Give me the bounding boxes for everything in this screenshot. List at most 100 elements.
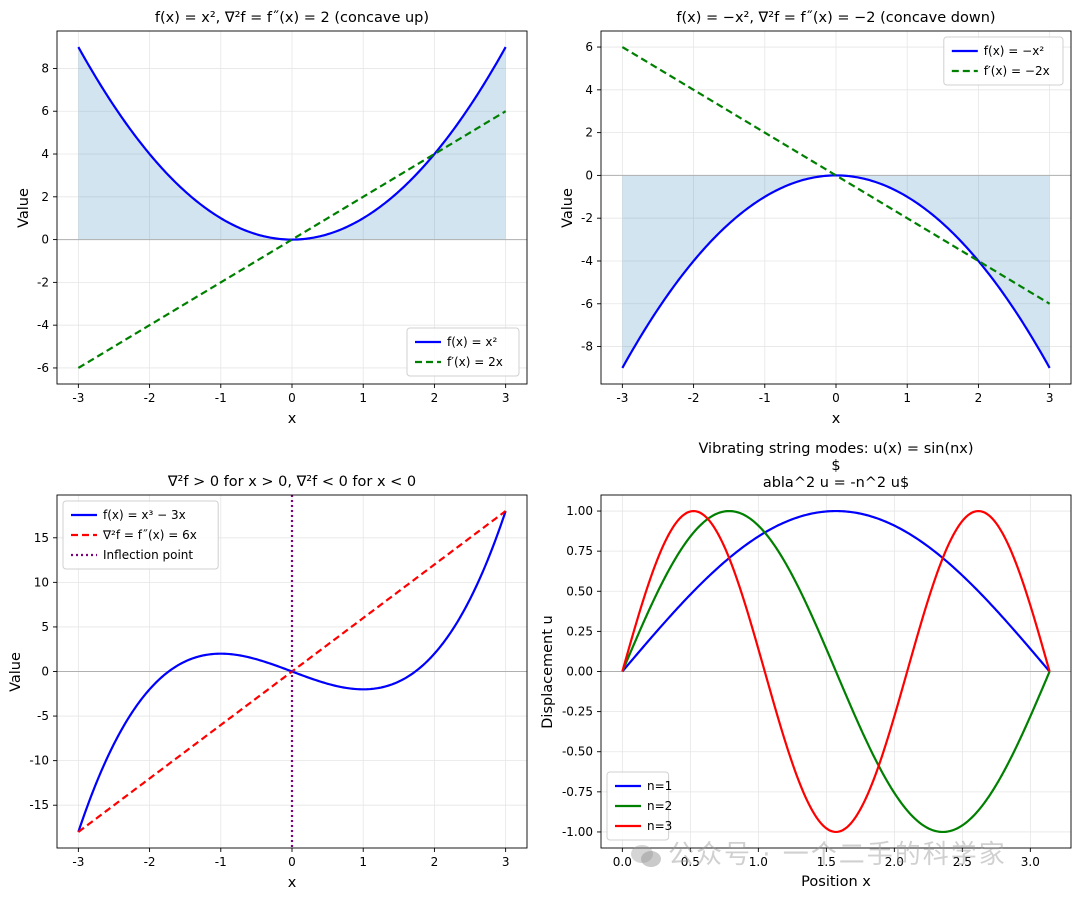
chart-title: f(x) = −x², ∇²f = f˝(x) = −2 (concave do… <box>676 10 995 26</box>
legend-label: n=1 <box>647 779 672 793</box>
series-line <box>621 46 1051 305</box>
y-tick-label: 2 <box>41 190 49 204</box>
y-axis-label: Value <box>560 188 576 228</box>
legend-label: ∇²f = f˝(x) = 6x <box>102 528 197 542</box>
y-tick-label: -5 <box>37 709 49 723</box>
legend-label: f(x) = x² <box>447 335 497 349</box>
legend-label: Inflection point <box>103 548 193 562</box>
series-line <box>621 509 1051 834</box>
x-tick-label: 1 <box>359 855 367 869</box>
chart-title-line3: abla^2 u = -n^2 u$ <box>763 475 909 491</box>
chart-title: f(x) = x², ∇²f = f˝(x) = 2 (concave up) <box>155 10 429 26</box>
plot-area: -3 -2 -1 0 1 2 3 -6 -4 -2 0 2 4 6 8 f(x) = x² f′(x) = 2x <box>37 30 528 405</box>
x-tick-label: -3 <box>72 391 84 405</box>
x-tick-label: -2 <box>688 391 700 405</box>
y-tick-label: 0 <box>41 665 49 679</box>
x-tick-label: 2.5 <box>953 855 972 869</box>
x-axis-label: x <box>288 875 297 891</box>
legend-box <box>62 500 219 570</box>
x-tick-label: 1 <box>903 391 911 405</box>
x-tick-label: 0 <box>288 855 296 869</box>
y-tick-label: 15 <box>34 531 49 545</box>
subplot-string-modes: Vibrating string modes: u(x) = sin(nx) $… <box>540 441 1072 890</box>
x-tick-label: -1 <box>759 391 771 405</box>
y-tick-label: 6 <box>41 104 49 118</box>
y-tick-label: 0 <box>41 233 49 247</box>
x-axis-label: x <box>288 411 297 427</box>
x-tick-label: 0.0 <box>613 855 632 869</box>
legend-label: f′(x) = 2x <box>447 355 503 369</box>
x-tick-label: 3.0 <box>1021 855 1040 869</box>
x-tick-label: 1.5 <box>817 855 836 869</box>
x-tick-label: -3 <box>616 391 628 405</box>
y-tick-label: -2 <box>581 211 593 225</box>
legend-label: f′(x) = −2x <box>984 64 1050 78</box>
x-tick-label: 3 <box>502 391 510 405</box>
x-tick-label: 3 <box>502 855 510 869</box>
x-tick-label: -2 <box>144 391 156 405</box>
legend: n=1 n=2 n=3 <box>606 771 672 841</box>
y-tick-label: -6 <box>37 361 49 375</box>
x-tick-label: 2 <box>431 855 439 869</box>
y-tick-label: -8 <box>581 340 593 354</box>
y-tick-label: -15 <box>29 798 49 812</box>
x-axis-label: x <box>832 411 841 427</box>
watermark: 公众号 · 一个二手的科学家 <box>630 834 1007 871</box>
y-tick-label: -0.75 <box>562 785 593 799</box>
x-tick-label: -1 <box>215 391 227 405</box>
y-axis-label: Displacement u <box>540 615 556 728</box>
subplot-concave-up: f(x) = x², ∇²f = f˝(x) = 2 (concave up) … <box>16 10 528 427</box>
y-tick-label: 0.50 <box>566 584 593 598</box>
y-tick-label: 5 <box>41 620 49 634</box>
x-tick-label: 2 <box>975 391 983 405</box>
series-line <box>621 509 1051 834</box>
y-tick-label: -6 <box>581 297 593 311</box>
y-tick-label: -4 <box>37 318 49 332</box>
y-tick-label: 0 <box>585 168 593 182</box>
x-tick-label: 1.0 <box>749 855 768 869</box>
y-tick-label: -1.00 <box>562 825 593 839</box>
legend-label: n=2 <box>647 799 672 813</box>
watermark-text: 公众号 · 一个二手的科学家 <box>668 840 1007 870</box>
legend: f(x) = x³ − 3x ∇²f = f˝(x) = 6x Inflection… <box>62 500 219 570</box>
x-tick-label: 3 <box>1046 391 1054 405</box>
x-axis-label: Position x <box>801 874 871 890</box>
subplot-inflection: ∇²f > 0 for x > 0, ∇²f < 0 for x < 0 -3 -… <box>8 474 528 891</box>
y-tick-label: 0.00 <box>566 665 593 679</box>
series-line <box>77 46 507 241</box>
y-tick-label: -4 <box>581 254 593 268</box>
x-tick-label: 0.5 <box>681 855 700 869</box>
x-tick-label: 2.0 <box>885 855 904 869</box>
legend-label: f(x) = x³ − 3x <box>103 508 186 522</box>
x-tick-label: -2 <box>144 855 156 869</box>
legend: f(x) = x² f′(x) = 2x <box>406 327 520 377</box>
series-line <box>621 174 1051 369</box>
y-tick-label: 8 <box>41 61 49 75</box>
y-tick-label: 0.25 <box>566 624 593 638</box>
y-tick-label: -10 <box>29 754 49 768</box>
y-tick-label: 4 <box>585 83 593 97</box>
series-line <box>77 110 507 369</box>
legend-box <box>943 36 1064 86</box>
y-tick-label: 1.00 <box>566 504 593 518</box>
y-tick-label: -0.50 <box>562 745 593 759</box>
subplot-concave-down: f(x) = −x², ∇²f = f˝(x) = −2 (concave do… <box>560 10 1072 427</box>
x-tick-label: 2 <box>431 391 439 405</box>
y-axis-label: Value <box>16 188 32 228</box>
y-tick-label: -0.25 <box>562 705 593 719</box>
y-tick-label: 6 <box>585 40 593 54</box>
y-axis-label: Value <box>8 652 24 692</box>
y-tick-label: 2 <box>585 126 593 140</box>
legend-box <box>406 327 520 377</box>
chart-title: ∇²f > 0 for x > 0, ∇²f < 0 for x < 0 <box>167 474 416 490</box>
wechat-icon <box>631 844 661 867</box>
plot-area: 0.0 0.5 1.0 1.5 2.0 2.5 3.0 -1.00 -0.75 -0.50 -0.2… <box>562 494 1072 869</box>
x-tick-label: 0 <box>288 391 296 405</box>
x-tick-label: -3 <box>72 855 84 869</box>
x-tick-label: 1 <box>359 391 367 405</box>
legend-label: n=3 <box>647 819 672 833</box>
chart-title-line2: $ <box>831 458 840 474</box>
plot-area: -3 -2 -1 0 1 2 3 -8 -6 -4 -2 0 2 4 6 f(x) = −x² f′(x) = … <box>581 30 1072 405</box>
